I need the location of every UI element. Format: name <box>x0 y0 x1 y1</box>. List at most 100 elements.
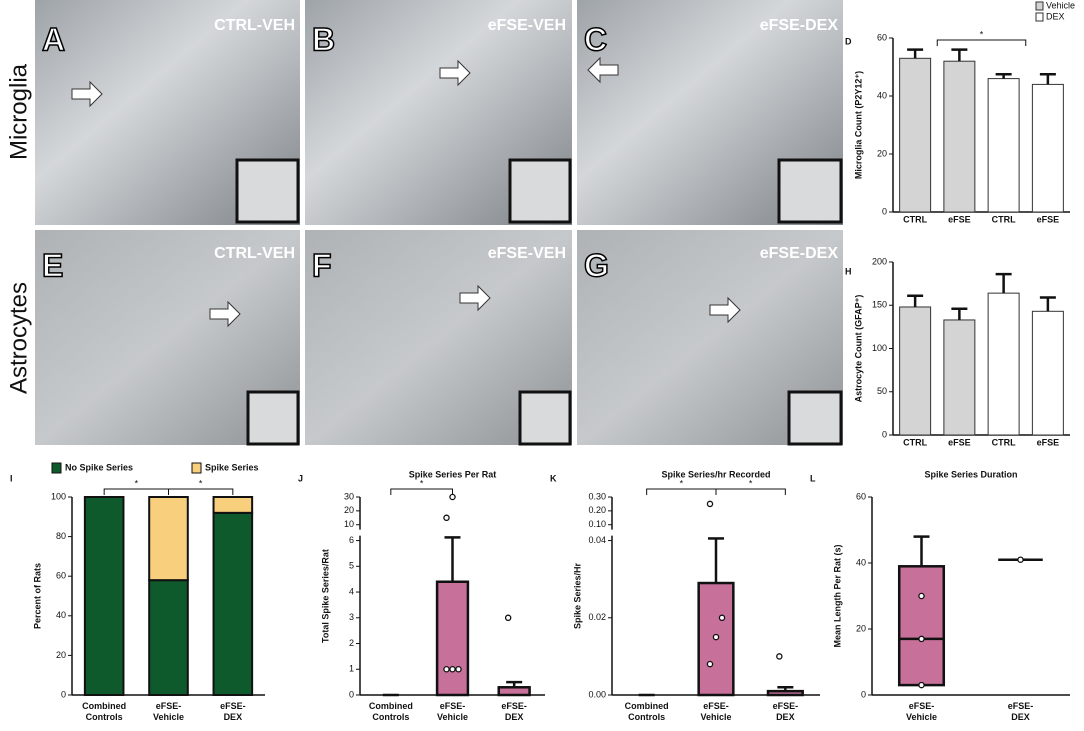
bar <box>766 689 804 697</box>
chart-title: Spike Series Duration <box>924 469 1017 479</box>
bar <box>943 319 976 436</box>
micrograph-label: eFSE-DEX <box>760 245 839 262</box>
bar-segment <box>212 511 254 697</box>
bar-segment <box>148 496 189 582</box>
x-tick-label-line: DEX <box>505 712 524 722</box>
x-tick-label-line: Combined <box>82 701 126 711</box>
micrographs: A CTRL-VEH B eFSE-VEH C eFSE-DEX E CTRL-… <box>35 0 843 446</box>
x-tick-label: eFSE <box>1037 437 1060 447</box>
panel-letter: I <box>10 473 13 483</box>
significance-bracket <box>103 488 169 495</box>
axis-break <box>356 529 364 536</box>
panel-letter: F <box>312 247 332 283</box>
y-axis-label: Mean Length Per Rat (s) <box>832 544 842 647</box>
y-tick-label: 0.10 <box>588 519 606 529</box>
legend-swatch <box>191 462 202 474</box>
y-tick-label: 0 <box>882 429 887 439</box>
micrograph-label: eFSE-DEX <box>760 17 839 34</box>
panel-letter: J <box>298 473 303 483</box>
x-tick-label: eFSE <box>1037 214 1060 224</box>
x-tick-label-line: DEX <box>1011 712 1030 722</box>
y-tick-label: 20 <box>344 505 354 515</box>
panel-letter: E <box>42 247 63 283</box>
x-tick-label-line: eFSE- <box>909 701 935 711</box>
bar <box>987 292 1020 436</box>
x-tick-label: eFSE-Vehicle <box>906 701 937 722</box>
significance-label: * <box>680 478 684 488</box>
data-point <box>776 653 783 660</box>
panel-letter: L <box>810 473 816 483</box>
y-tick-label: 60 <box>877 32 887 42</box>
x-tick-label-line: eFSE- <box>703 701 729 711</box>
x-tick-label: CTRL <box>992 437 1016 447</box>
data-point <box>712 633 720 641</box>
y-tick-label: 1 <box>349 664 354 674</box>
significance-label: * <box>980 29 984 39</box>
x-tick-label: CTRL <box>903 437 927 447</box>
bar <box>1031 83 1064 213</box>
panel-letter: D <box>845 36 852 46</box>
insets <box>235 158 843 446</box>
legend-swatch <box>51 462 62 474</box>
x-tick-label: eFSE-DEX <box>501 701 527 722</box>
y-tick-label: 20 <box>856 623 866 633</box>
y-tick-label: 40 <box>856 557 866 567</box>
panel-letter: B <box>312 21 335 57</box>
y-axis-label: Astrocyte Count (GFAP⁺) <box>853 295 863 403</box>
y-tick-label: 2 <box>349 638 354 648</box>
arrows <box>71 56 741 328</box>
y-axis-label: Total Spike Series/Rat <box>320 549 330 643</box>
x-tick-label-line: Combined <box>625 701 669 711</box>
data-point <box>455 666 462 673</box>
row-label: Astrocytes <box>5 282 32 394</box>
x-tick-label-line: eFSE- <box>156 701 182 711</box>
y-tick-label: 0 <box>861 689 866 699</box>
data-point <box>1017 556 1024 563</box>
y-tick-label: 0 <box>349 689 354 699</box>
x-tick-label: eFSE-Vehicle <box>437 701 468 722</box>
bar <box>899 306 932 436</box>
bar <box>899 57 932 213</box>
legend-swatch <box>1035 12 1044 22</box>
y-tick-label: 60 <box>856 491 866 501</box>
x-tick-label: eFSE-DEX <box>773 701 799 722</box>
y-tick-label: 0 <box>61 689 66 699</box>
y-tick-label: 0.30 <box>588 491 606 501</box>
x-tick-label: eFSE <box>948 437 971 447</box>
significance-bracket <box>646 488 717 495</box>
bar-segment <box>148 579 189 696</box>
data-point <box>718 614 726 622</box>
y-tick-label: 150 <box>872 300 887 310</box>
significance-label: * <box>749 478 753 488</box>
y-tick-label: 0 <box>882 206 887 216</box>
micrograph-label: eFSE-VEH <box>488 245 566 262</box>
panel-letter: A <box>42 21 65 57</box>
x-tick-label-line: eFSE- <box>773 701 799 711</box>
panel-letter: K <box>550 473 557 483</box>
chart-title: Spike Series Per Rat <box>409 469 497 479</box>
significance-label: * <box>135 478 139 488</box>
axis-break <box>608 529 616 536</box>
panel-letter: G <box>584 247 609 283</box>
x-tick-label: eFSE-Vehicle <box>700 701 731 722</box>
data-point <box>918 681 925 689</box>
bar <box>987 78 1020 213</box>
x-tick-label: Combined Controls <box>625 701 669 722</box>
y-tick-label: 20 <box>56 650 66 660</box>
x-tick-label-line: eFSE- <box>501 701 527 711</box>
legend-label: Spike Series <box>205 462 259 472</box>
x-tick-label-line: Vehicle <box>437 712 468 722</box>
y-tick-label: 200 <box>872 256 887 266</box>
y-tick-label: 5 <box>349 561 354 571</box>
y-axis-label: Spike Series/Hr <box>572 562 582 629</box>
bar <box>435 580 470 697</box>
y-tick-label: 6 <box>349 535 354 545</box>
data-point <box>449 493 456 501</box>
data-point <box>449 666 456 673</box>
y-tick-label: 40 <box>56 610 66 620</box>
y-tick-label: 40 <box>877 90 887 100</box>
y-tick-label: 20 <box>877 148 887 158</box>
data-point <box>706 660 714 668</box>
data-point <box>918 592 925 600</box>
